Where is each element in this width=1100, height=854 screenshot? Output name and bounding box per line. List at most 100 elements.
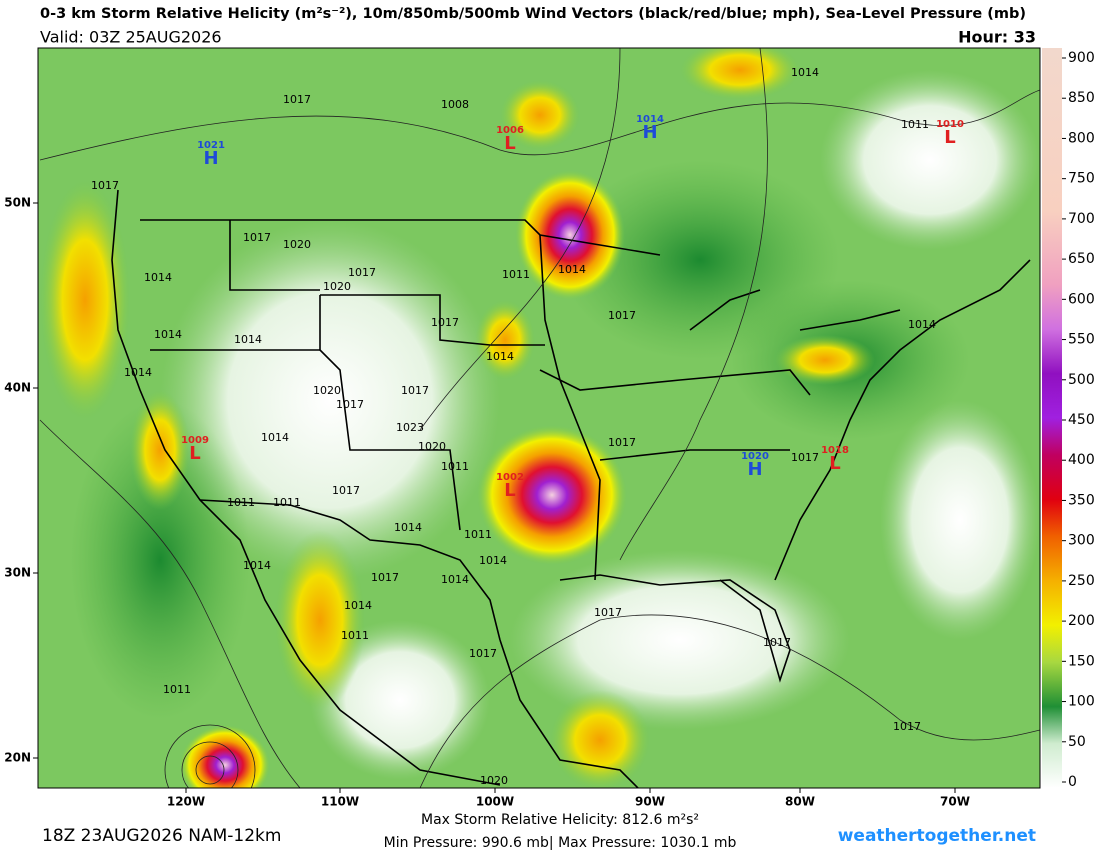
isobar-label: 1011: [273, 496, 301, 509]
center-letter: H: [203, 148, 218, 169]
model-run: 18Z 23AUG2026 NAM-12km: [42, 826, 281, 846]
isobar-label: 1014: [394, 521, 422, 534]
isobar-label: 1023: [396, 421, 424, 434]
isobar-label: 1011: [163, 683, 191, 696]
isobar-label: 1017: [594, 606, 622, 619]
colorbar-label: 0: [1068, 774, 1077, 790]
isobar-label: 1011: [464, 528, 492, 541]
isobar-label: 1020: [418, 440, 446, 453]
lat-label: 30N: [4, 566, 31, 580]
isobar-label: 1014: [486, 350, 514, 363]
isobar-label: 1020: [313, 384, 341, 397]
isobar-label: 1017: [243, 231, 271, 244]
isobar-label: 1017: [283, 93, 311, 106]
colorbar-label: 550: [1068, 332, 1095, 348]
isobar-label: 1014: [144, 271, 172, 284]
colorbar-label: 750: [1068, 171, 1095, 187]
isobar-label: 1017: [469, 647, 497, 660]
center-value: 1006: [496, 125, 524, 136]
isobar-label: 1017: [332, 484, 360, 497]
isobar-label: 1011: [901, 118, 929, 131]
isobar-label: 1014: [243, 559, 271, 572]
isobar-label: 1017: [893, 720, 921, 733]
center-value: 1009: [181, 435, 209, 446]
colorbar-label: 850: [1068, 90, 1095, 106]
center-letter: L: [944, 127, 955, 148]
isobar-label: 1017: [371, 571, 399, 584]
max-helicity: Max Storm Relative Helicity: 812.6 m²s²: [421, 812, 699, 828]
lat-label: 40N: [4, 381, 31, 395]
center-value: 1018: [821, 445, 849, 456]
colorbar-label: 650: [1068, 251, 1095, 267]
lat-label: 50N: [4, 196, 31, 210]
lon-label: 80W: [785, 795, 815, 809]
pressure-range: Min Pressure: 990.6 mb| Max Pressure: 10…: [384, 835, 737, 850]
isobar-label: 1020: [323, 280, 351, 293]
center-letter: L: [504, 133, 515, 154]
center-value: 1014: [636, 114, 664, 125]
forecast-hour: Hour: 33: [958, 28, 1036, 47]
title: 0-3 km Storm Relative Helicity (m²s⁻²), …: [40, 6, 1026, 22]
colorbar-label: 500: [1068, 372, 1095, 388]
colorbar-label: 200: [1068, 613, 1095, 629]
lon-label: 120W: [167, 795, 205, 809]
center-value: 1021: [197, 140, 225, 151]
colorbar-label: 100: [1068, 694, 1095, 710]
center-value: 1002: [496, 472, 524, 483]
center-letter: H: [642, 122, 657, 143]
isobar-label: 1011: [341, 629, 369, 642]
center-letter: L: [829, 453, 840, 474]
colorbar-label: 450: [1068, 412, 1095, 428]
isobar-label: 1020: [283, 238, 311, 251]
center-value: 1010: [936, 119, 964, 130]
isobar-label: 1017: [763, 636, 791, 649]
isobar-label: 1014: [344, 599, 372, 612]
lat-label: 20N: [4, 751, 31, 765]
colorbar-label: 700: [1068, 211, 1095, 227]
colorbar-label: 600: [1068, 291, 1095, 307]
isobar-label: 1017: [791, 451, 819, 464]
colorbar-label: 400: [1068, 452, 1095, 468]
isobar-label: 1008: [441, 98, 469, 111]
isobar-label: 1017: [336, 398, 364, 411]
isobar-label: 1014: [234, 333, 262, 346]
colorbar: [1042, 48, 1062, 788]
center-letter: L: [504, 480, 515, 501]
isobar-label: 1014: [261, 431, 289, 444]
colorbar-label: 800: [1068, 130, 1095, 146]
valid-time: Valid: 03Z 25AUG2026: [40, 28, 222, 47]
map-frame: [37, 47, 1041, 789]
center-letter: L: [189, 443, 200, 464]
isobar-label: 1017: [91, 179, 119, 192]
site-credit: weathertogether.net: [838, 826, 1036, 846]
lon-label: 90W: [635, 795, 665, 809]
isobar-label: 1014: [908, 318, 936, 331]
isobar-label: 1017: [608, 436, 636, 449]
colorbar-label: 350: [1068, 492, 1095, 508]
isobar-label: 1014: [479, 554, 507, 567]
center-letter: H: [747, 459, 762, 480]
isobar-label: 1014: [558, 263, 586, 276]
lon-label: 100W: [476, 795, 514, 809]
isobar-label: 1014: [154, 328, 182, 341]
isobar-label: 1017: [348, 266, 376, 279]
isobar-label: 1011: [227, 496, 255, 509]
isobar-label: 1020: [480, 774, 508, 787]
isobar-label: 1014: [124, 366, 152, 379]
colorbar-label: 300: [1068, 533, 1095, 549]
colorbar-label: 900: [1068, 50, 1095, 66]
isobar-label: 1011: [441, 460, 469, 473]
colorbar-label: 50: [1068, 734, 1086, 750]
isobar-label: 1017: [401, 384, 429, 397]
colorbar-label: 250: [1068, 573, 1095, 589]
lon-label: 70W: [940, 795, 970, 809]
isobar-label: 1017: [431, 316, 459, 329]
isobar-label: 1014: [791, 66, 819, 79]
lon-label: 110W: [321, 795, 359, 809]
isobar-label: 1011: [502, 268, 530, 281]
center-value: 1020: [741, 451, 769, 462]
isobar-label: 1014: [441, 573, 469, 586]
